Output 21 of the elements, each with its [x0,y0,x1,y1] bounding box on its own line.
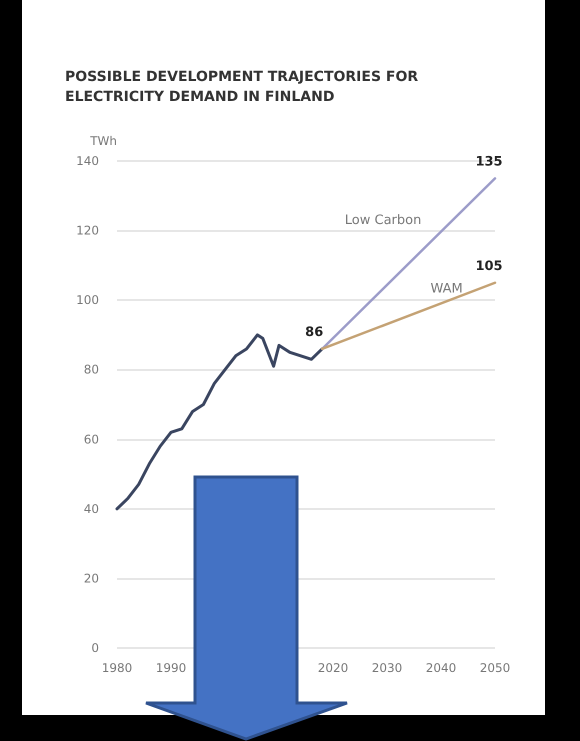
y-tick-label: 40 [84,502,99,516]
data-label: 135 [475,154,503,170]
series-label: Low Carbon [344,213,422,228]
y-axis-title: TWh [89,134,117,148]
y-tick-label: 0 [91,641,99,655]
data-label: 86 [305,324,324,340]
x-tick-label: 1980 [102,661,132,675]
x-tick-label: 1990 [156,661,186,675]
y-tick-label: 100 [76,293,99,308]
x-tick-label: 2020 [318,661,348,675]
series-label: WAM [430,281,463,296]
y-tick-label: 80 [84,362,99,377]
y-tick-label: 60 [84,432,99,446]
y-tick-label: 20 [84,571,99,586]
x-tick-label: 2050 [480,661,510,675]
chart-title: POSSIBLE DEVELOPMENT TRAJECTORIES FOR ELECTRICITY DEMAND IN FINLAND [65,69,424,105]
x-tick-label: 2030 [372,661,402,675]
data-label: 105 [475,258,503,274]
y-tick-label: 140 [76,154,99,168]
y-tick-label: 120 [76,224,99,238]
x-tick-label: 2040 [426,661,456,675]
